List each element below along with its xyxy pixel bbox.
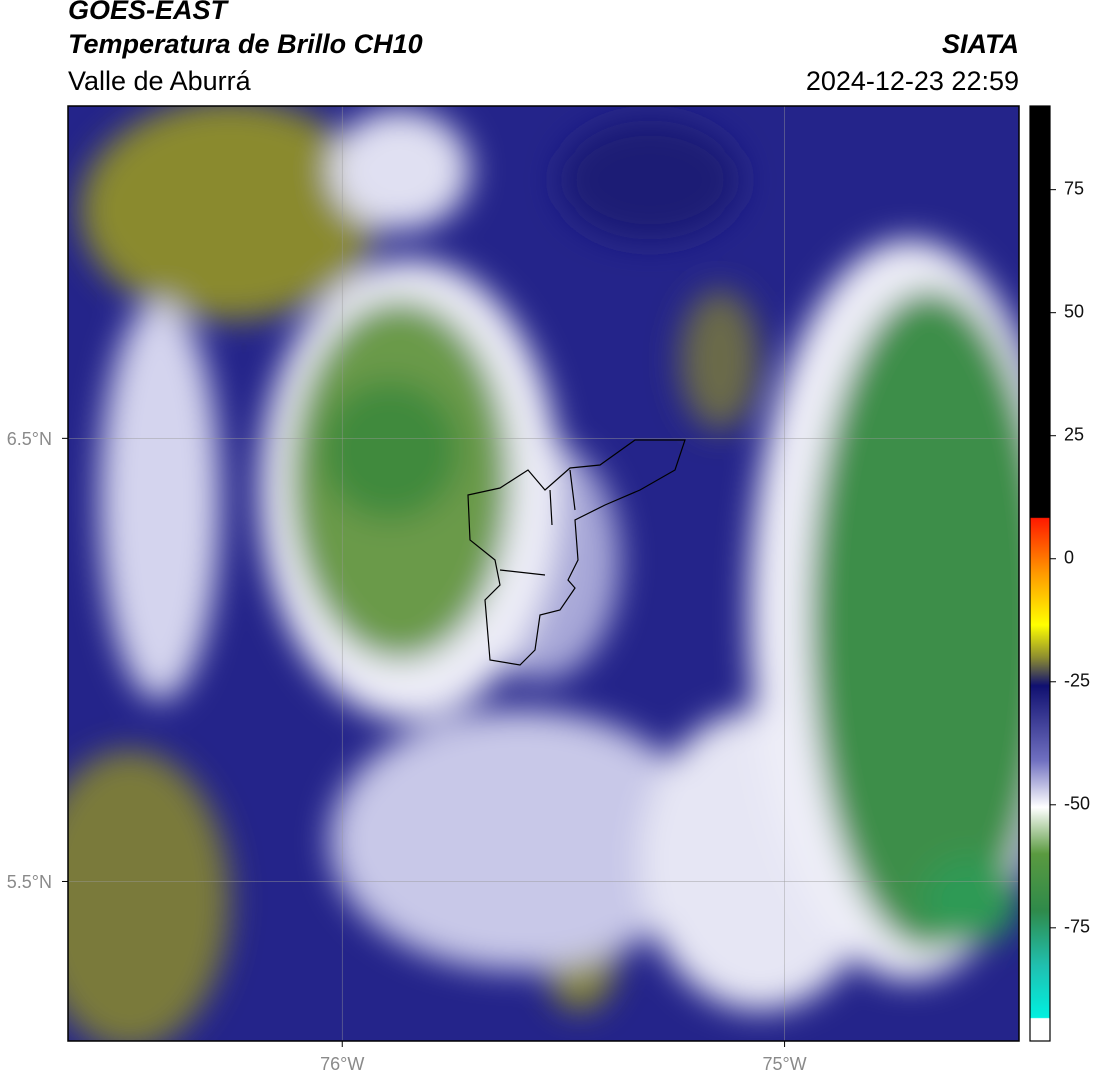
y-tick-label: 6.5°N <box>7 429 52 449</box>
x-tick-label: 76°W <box>320 1054 364 1074</box>
map-frame <box>67 105 1020 1042</box>
colorbar-tick-label: 0 <box>1064 547 1074 567</box>
colorbar-tick-label: -25 <box>1064 671 1090 691</box>
datetime: 2024-12-23 22:59 <box>806 66 1019 96</box>
title: GOES-EAST <box>68 0 230 25</box>
y-tick-label: 5.5°N <box>7 872 52 892</box>
colorbar-tick-label: 25 <box>1064 424 1084 444</box>
colorbar-tick-label: 75 <box>1064 178 1084 198</box>
colorbar-tick-label: -75 <box>1064 917 1090 937</box>
colorbar-tick-label: 50 <box>1064 301 1084 321</box>
colorbar-tick-label: -50 <box>1064 794 1090 814</box>
colorbar <box>1029 105 1051 1042</box>
satellite-image <box>68 106 1019 1041</box>
region: Valle de Aburrá <box>68 66 252 96</box>
subtitle: Temperatura de Brillo CH10 <box>68 29 423 59</box>
x-tick-label: 75°W <box>762 1054 806 1074</box>
source: SIATA <box>942 29 1019 59</box>
